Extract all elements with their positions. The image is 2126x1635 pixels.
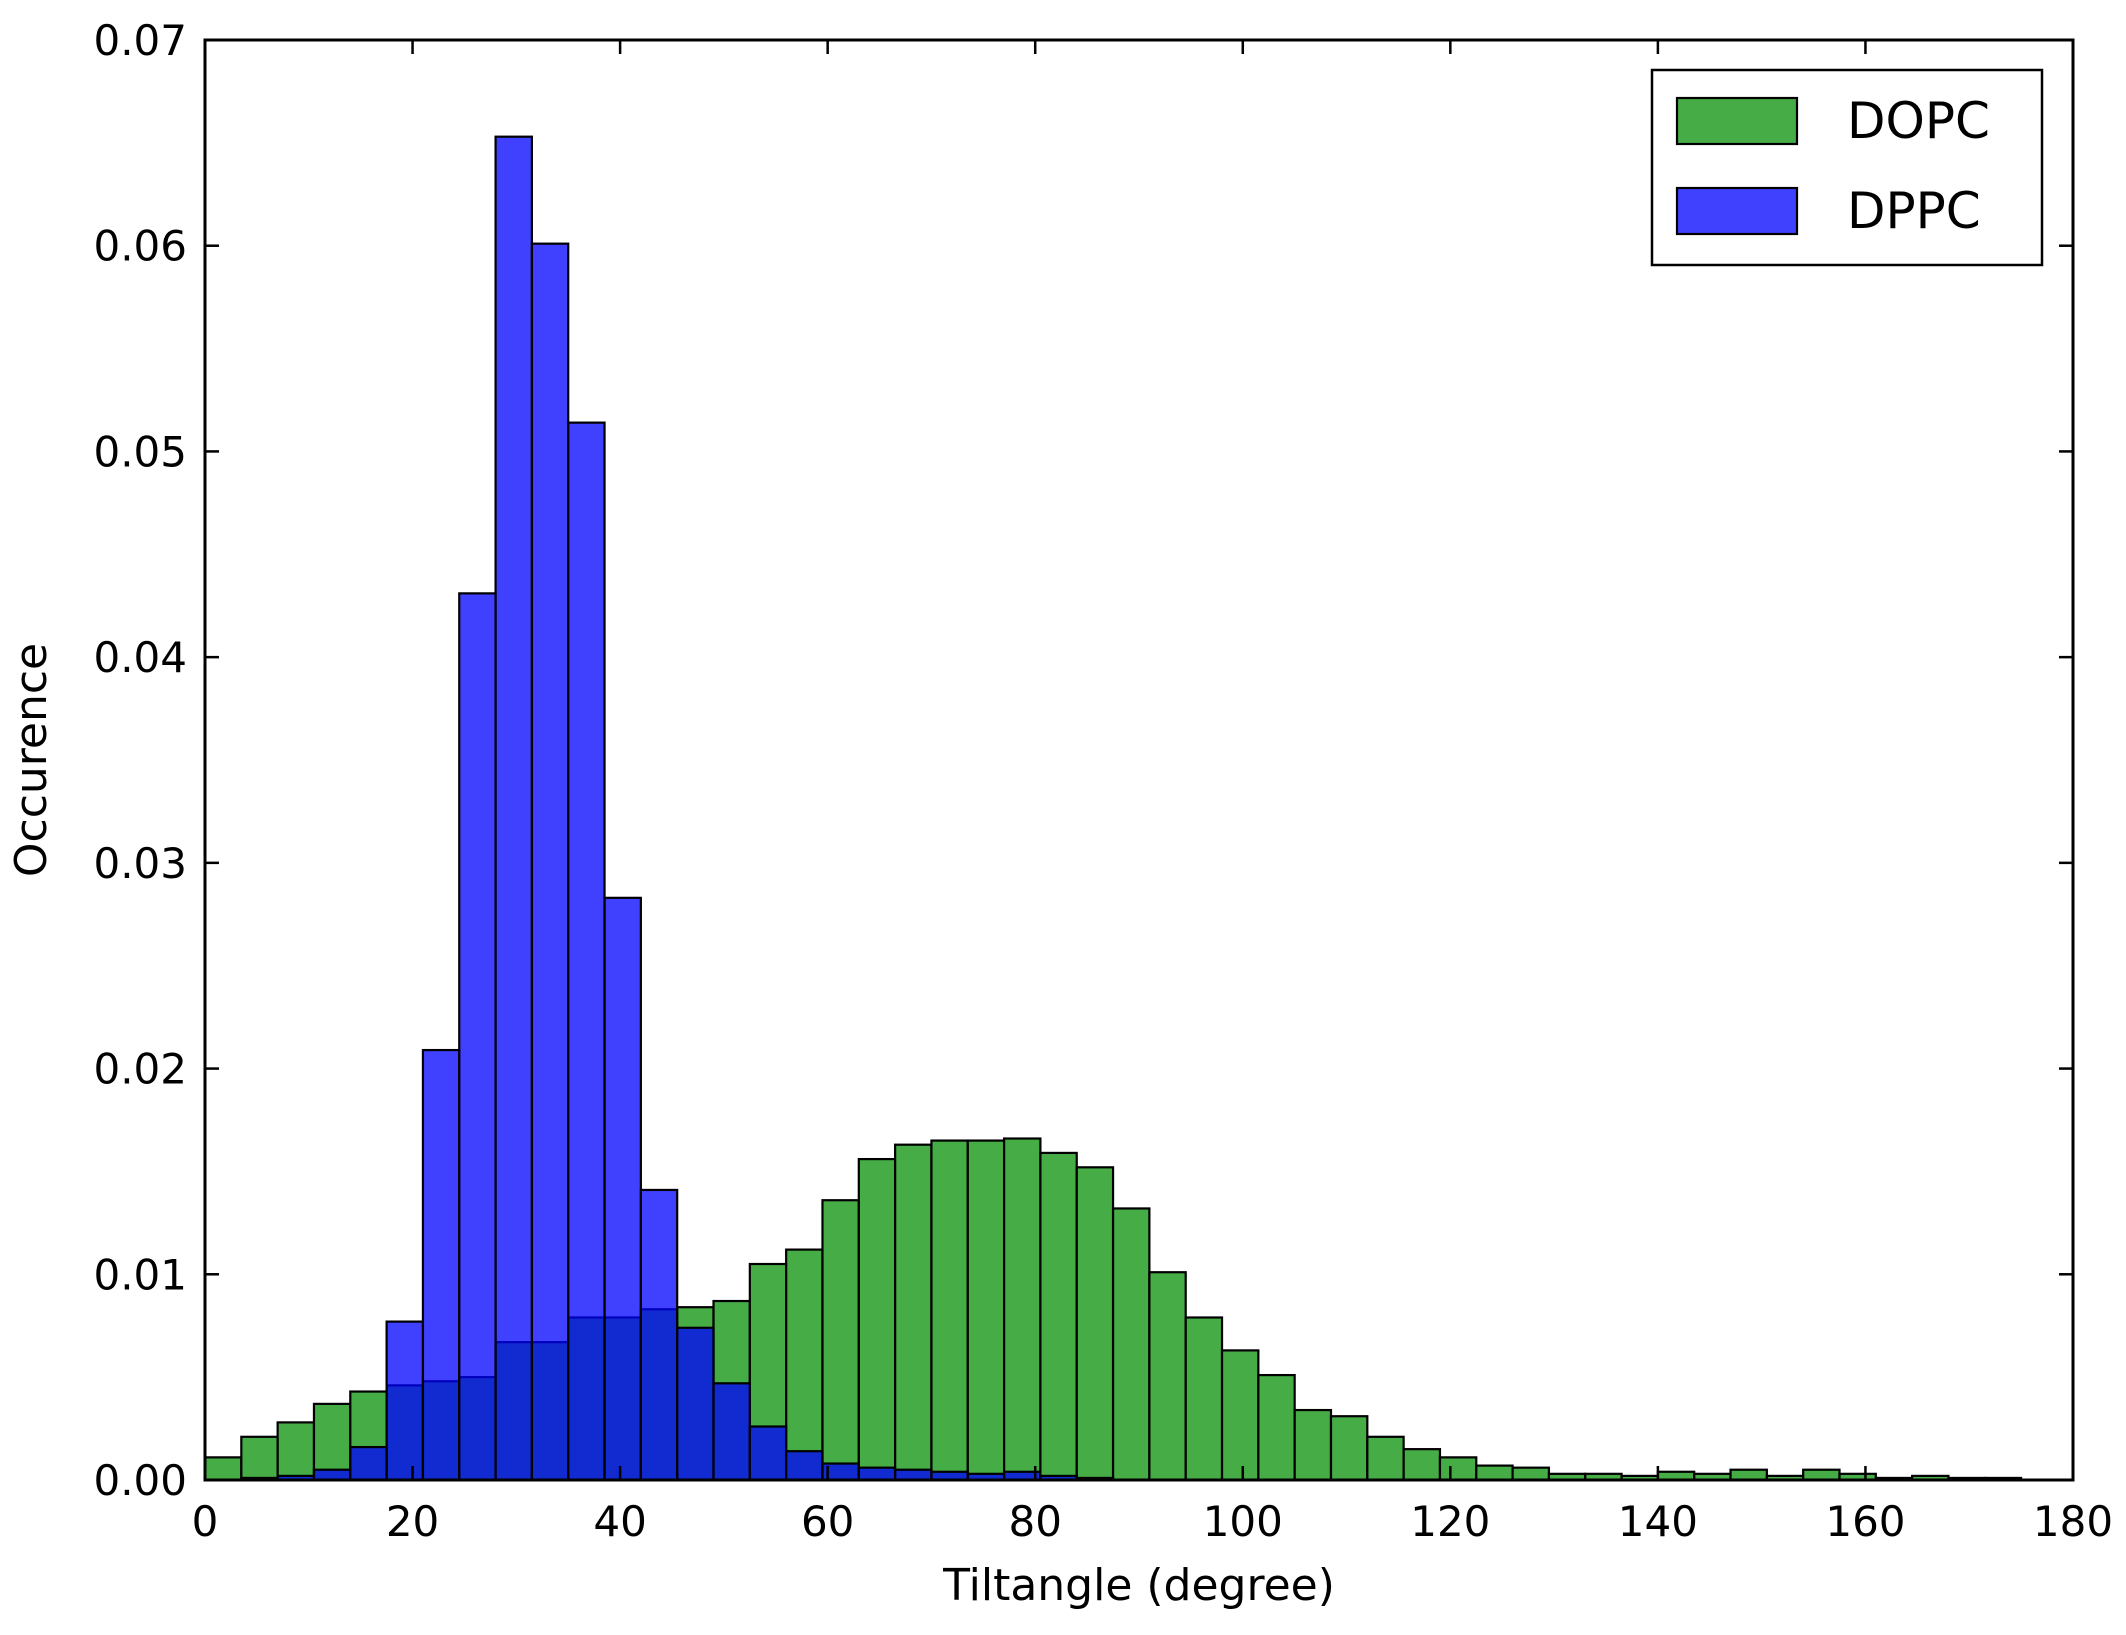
bar-dopc [1475,1464,1514,1482]
bar-dopc [276,1421,316,1482]
y-axis-label: Occurence [6,643,57,877]
bar-dppc [712,1382,751,1482]
series-dppc [240,135,1115,1482]
bar-dopc [930,1139,969,1482]
y-tick-label: 0.01 [93,1250,187,1299]
bar-dppc [421,1048,461,1482]
y-tick-label: 0.00 [93,1456,187,1505]
x-tick-label: 0 [192,1497,219,1546]
bar-dppc [894,1468,933,1482]
bar-dopc [1220,1349,1260,1482]
bar-dopc [1039,1151,1078,1482]
bar-dopc [1402,1448,1442,1482]
bar-dopc [1111,1207,1151,1482]
bar-dopc [1802,1468,1841,1482]
bar-dopc [1002,1137,1042,1482]
y-tick-label: 0.07 [93,16,187,65]
legend-label-dopc: DOPC [1847,92,1990,150]
legend: DOPC DPPC [1650,68,2044,267]
bar-dppc [349,1445,388,1482]
y-tick-label: 0.04 [93,633,187,682]
legend-swatch-dopc [1675,96,1799,146]
bar-dopc [240,1435,279,1482]
legend-label-dppc: DPPC [1847,182,1981,240]
bar-dppc [530,242,570,1482]
bar-dppc [567,421,606,1482]
x-axis-label: Tiltangle (degree) [942,1560,1335,1611]
bar-dopc [1511,1466,1551,1482]
bar-dopc [785,1248,824,1482]
bar-dopc [312,1402,352,1482]
bar-dopc [1729,1468,1768,1482]
bar-dppc [639,1188,679,1482]
x-tick-label: 40 [593,1497,646,1546]
x-tick-label: 60 [801,1497,854,1546]
bar-dopc [966,1139,1006,1482]
bar-dppc [494,135,534,1482]
y-tick-label: 0.03 [93,839,187,888]
bar-dopc [821,1199,860,1482]
bar-dppc [748,1425,788,1482]
bar-dppc [603,896,642,1482]
bar-dopc [1293,1408,1333,1482]
y-tick-label: 0.05 [93,427,187,476]
plot-frame [203,38,2075,1482]
bar-dppc [857,1466,897,1482]
ticks-layer: 0 20 40 60 80 100 120 140 160 180 0.00 0.01 0.02 0.03… [93,16,2113,1546]
bar-dopc [203,1456,243,1482]
bar-dppc [676,1326,715,1482]
bar-dopc [1075,1166,1115,1482]
x-tick-label: 160 [1825,1497,1905,1546]
bar-dppc [785,1450,824,1482]
x-tick-label: 180 [2033,1497,2113,1546]
x-tick-label: 120 [1410,1497,1490,1546]
bar-dopc [894,1143,933,1482]
bar-dopc [1329,1415,1369,1482]
bar-dopc [1184,1316,1224,1482]
bar-dopc [1438,1456,1478,1482]
y-tick-label: 0.06 [93,222,187,271]
bar-dopc [1148,1271,1187,1482]
y-tick-label: 0.02 [93,1045,187,1094]
x-tick-label: 140 [1618,1497,1698,1546]
bar-dopc [1366,1435,1405,1482]
bar-dppc [312,1468,352,1482]
bar-dopc [1257,1373,1296,1482]
bar-dopc [857,1157,897,1482]
x-tick-label: 20 [386,1497,439,1546]
legend-swatch-dppc [1675,186,1799,236]
bar-dppc [385,1320,425,1482]
x-tick-label: 80 [1008,1497,1061,1546]
x-tick-label: 100 [1203,1497,1283,1546]
bar-dppc [458,592,497,1482]
bars-layer [203,135,2023,1482]
